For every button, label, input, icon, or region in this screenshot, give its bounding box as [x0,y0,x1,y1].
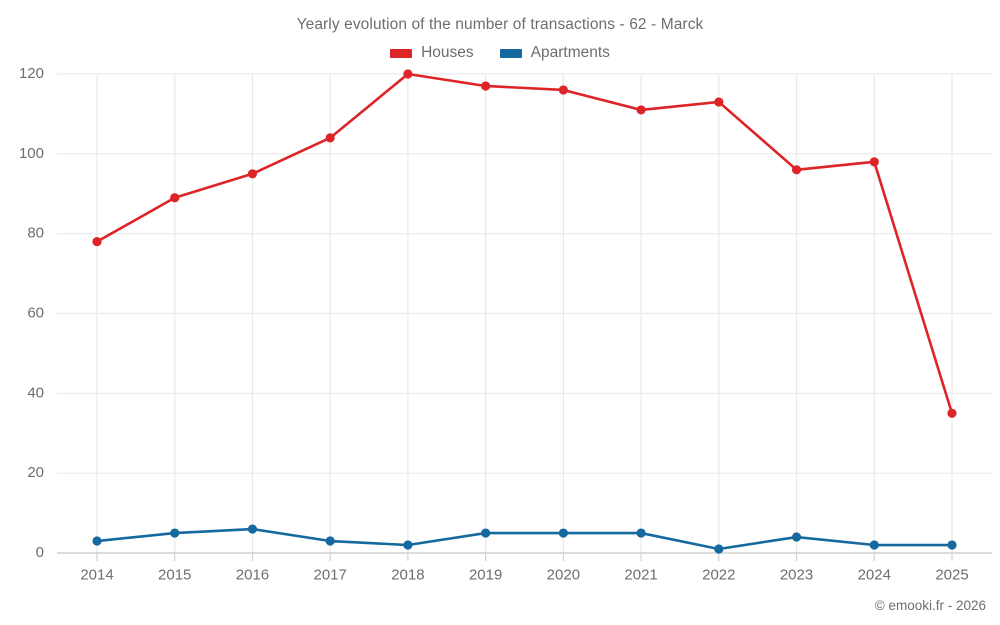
legend-label-apartments: Apartments [530,44,610,61]
x-tick-label: 2020 [547,566,580,583]
data-point-houses-2020[interactable] [558,85,568,95]
data-point-houses-2022[interactable] [714,97,724,107]
data-point-houses-2024[interactable] [869,157,879,167]
data-point-apartments-2015[interactable] [170,528,180,538]
data-point-houses-2019[interactable] [481,81,491,91]
grid-lines [57,73,992,554]
data-point-apartments-2020[interactable] [558,528,568,538]
copyright-credit: © emooki.fr - 2026 [874,598,986,613]
x-tick-label: 2021 [624,566,657,583]
x-tick-label: 2018 [391,566,424,583]
data-point-houses-2023[interactable] [791,165,802,175]
y-tick-label: 0 [36,544,44,561]
x-tick-label: 2016 [236,566,269,583]
chart-title: Yearly evolution of the number of transa… [296,16,704,33]
series-points [92,69,957,554]
data-point-apartments-2023[interactable] [791,532,802,542]
data-point-apartments-2018[interactable] [403,540,413,550]
data-point-houses-2021[interactable] [636,105,646,115]
data-point-houses-2017[interactable] [325,133,335,143]
x-tick-label: 2019 [469,566,502,583]
data-point-apartments-2021[interactable] [636,528,646,538]
data-point-apartments-2016[interactable] [247,524,258,534]
data-point-apartments-2024[interactable] [869,540,879,550]
data-point-houses-2014[interactable] [92,237,102,247]
x-axis-tick-labels: 2014 2015 2016 2017 2018 2019 2020 2021 2022 2023… [80,566,968,583]
x-tick-label: 2015 [158,566,191,583]
data-point-apartments-2017[interactable] [325,536,335,546]
data-point-apartments-2025[interactable] [947,540,957,550]
legend-label-houses: Houses [421,44,474,61]
data-point-houses-2018[interactable] [403,69,413,79]
legend-item-houses[interactable]: Houses [390,44,474,62]
chart-legend: Houses Apartments [0,44,1000,62]
legend-swatch-icon [499,48,522,58]
x-tick-label: 2023 [780,566,813,583]
data-point-apartments-2022[interactable] [714,544,724,554]
y-tick-label: 60 [27,304,44,321]
y-axis-tick-labels: 0 20 40 60 80 100 120 [19,65,44,561]
x-tick-label: 2022 [702,566,735,583]
x-tick-label: 2025 [935,566,968,583]
x-tick-label: 2024 [858,566,891,583]
series-lines [95,72,954,551]
legend-item-apartments[interactable]: Apartments [499,44,610,62]
y-tick-label: 80 [27,225,44,242]
series-line-houses [95,72,954,415]
data-point-houses-2015[interactable] [170,193,180,203]
y-tick-label: 120 [19,65,44,82]
legend-swatch-icon [390,48,413,58]
y-tick-label: 20 [27,464,44,481]
x-tick-label: 2017 [313,566,346,583]
data-point-apartments-2019[interactable] [481,528,491,538]
data-point-houses-2016[interactable] [247,169,258,179]
y-tick-label: 100 [19,145,44,162]
x-tick-marks [96,553,953,561]
data-point-houses-2025[interactable] [947,408,957,418]
y-tick-label: 40 [27,384,44,401]
series-line-apartments [95,527,954,551]
data-point-apartments-2014[interactable] [92,536,102,546]
x-tick-label: 2014 [80,566,113,583]
